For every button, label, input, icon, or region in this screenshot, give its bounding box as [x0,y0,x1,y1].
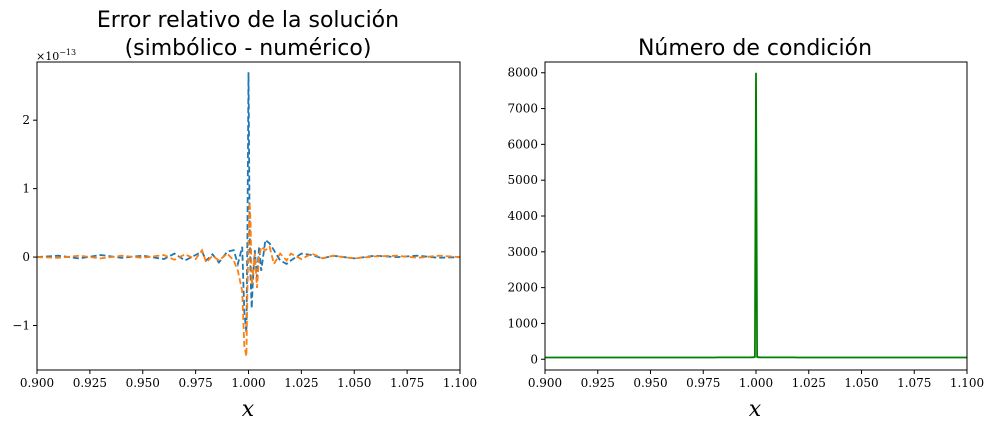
chart-left: Error relativo de la solución (simbólico… [12,8,477,422]
right-y-tick-label: 2000 [507,281,538,295]
right-x-tick-label: 0.975 [686,376,720,390]
chart-right: Número de condición 0.900 0.925 0.950 0.975… [507,36,984,422]
right-x-tick-label: 0.950 [633,376,667,390]
left-y-tick-label: 2 [22,113,30,127]
right-x-tick-label: 0.900 [528,376,562,390]
left-series-1-line [36,202,461,357]
left-y-tick-label: 1 [22,182,30,196]
right-x-tick-label: 1.100 [950,376,984,390]
right-x-tick-label: 0.925 [581,376,615,390]
left-x-tick-label: 0.900 [20,376,54,390]
right-y-tick-label: 3000 [507,245,538,259]
left-x-tick-label: 0.950 [126,376,160,390]
left-x-axis-label: x [242,397,255,422]
right-y-tick-label: 8000 [507,66,538,80]
left-x-tick-label: 1.100 [443,376,477,390]
right-y-tick-label: 7000 [507,102,538,116]
left-x-tick-label: 0.925 [73,376,107,390]
left-multiplier: ×10−13 [36,48,76,63]
left-series-0-line [36,72,461,333]
right-y-tick-label: 5000 [507,173,538,187]
right-y-tick-label: 0 [530,352,538,366]
right-x-tick-label: 1.075 [897,376,931,390]
left-axes-frame [36,61,461,371]
right-x-tick-label: 1.050 [844,376,878,390]
left-title-line2: (simbólico - numérico) [125,36,372,61]
right-x-axis-label: x [749,397,762,422]
right-y-tick-label: 6000 [507,137,538,151]
right-plot-area: 0.900 0.925 0.950 0.975 1.000 1.025 1.050 1.075… [507,61,984,390]
right-y-tick-label: 4000 [507,209,538,223]
left-x-tick-label: 1.050 [337,376,371,390]
right-y-tick-label: 1000 [507,316,538,330]
right-x-tick-label: 1.000 [739,376,773,390]
left-x-tick-label: 1.075 [390,376,424,390]
left-x-tick-label: 0.975 [178,376,212,390]
left-title-line1: Error relativo de la solución [97,8,399,33]
left-x-tick-label: 1.000 [231,376,265,390]
right-series-0-line [545,72,967,359]
right-title: Número de condición [638,36,872,61]
right-x-tick-label: 1.025 [792,376,826,390]
left-plot-area: 0.900 0.925 0.950 0.975 1.000 1.025 1.050 1.075… [12,61,477,390]
left-y-tick-label: −1 [12,319,30,333]
left-x-tick-label: 1.025 [284,376,318,390]
left-y-tick-label: 0 [22,250,30,264]
right-axes-frame [544,61,968,371]
